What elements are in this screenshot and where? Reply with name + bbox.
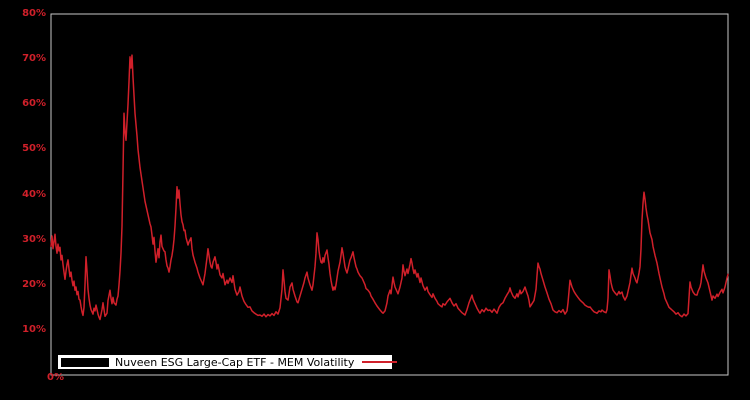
y-tick-label-70: 70% — [22, 53, 46, 65]
y-tick-label-30: 30% — [22, 233, 46, 245]
y-tick-label-80: 80% — [22, 8, 46, 19]
y-tick-label-50: 50% — [22, 143, 46, 155]
legend-label: Nuveen ESG Large-Cap ETF - MEM Volatilit… — [115, 355, 355, 369]
legend-line-swatch — [362, 361, 398, 363]
legend: Nuveen ESG Large-Cap ETF - MEM Volatilit… — [58, 355, 398, 369]
y-tick-label-20: 20% — [22, 278, 46, 290]
legend-black-patch-swatch — [61, 357, 109, 367]
y-tick-label-40: 40% — [22, 188, 46, 200]
y-tick-label-0: 0% — [47, 372, 64, 383]
y-tick-label-10: 10% — [22, 323, 46, 335]
volatility-line — [50, 54, 729, 321]
y-tick-label-60: 60% — [22, 98, 46, 110]
plot-border — [50, 13, 729, 376]
